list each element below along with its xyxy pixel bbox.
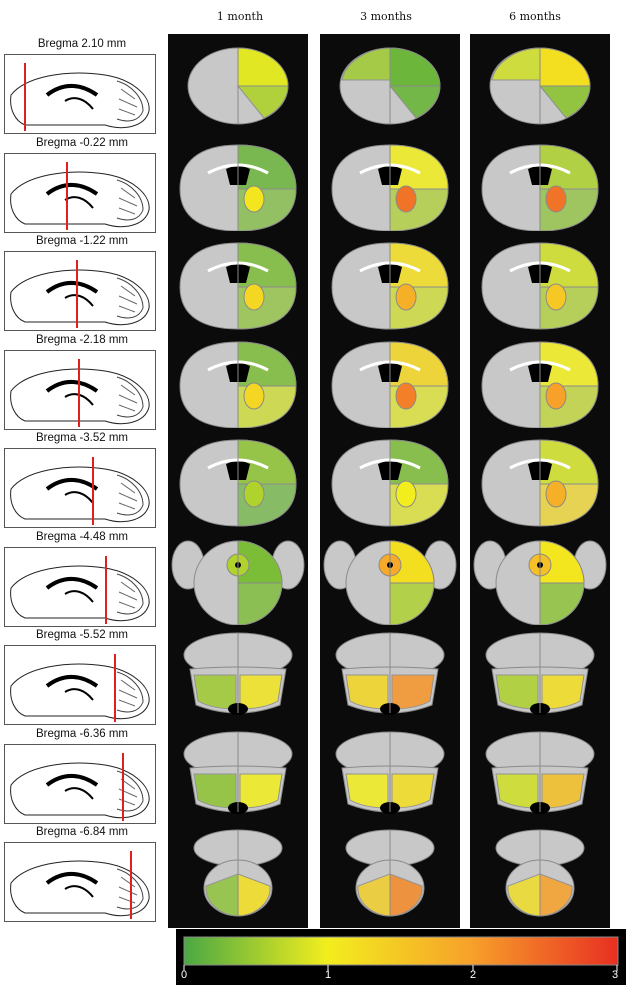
coronal-brain-heatmap [183,632,293,715]
sagittal-section-diagram [4,251,156,331]
coronal-section-panel [168,625,308,731]
sagittal-section-diagram [4,54,156,134]
column-header-1month: 1 month [216,10,264,23]
colorbar: 0 1 2 3 [176,929,626,985]
row-label: Bregma -2.18 mm [35,333,129,346]
coronal-section-panel [168,822,308,928]
coronal-brain-heatmap [179,340,297,429]
sagittal-section-diagram [4,152,156,233]
coronal-section-panel [470,625,610,731]
coronal-brain-heatmap [335,731,445,814]
coronal-section-panel [320,526,460,633]
row-label: Bregma -6.84 mm [35,826,129,838]
sagittal-section-diagram [4,743,156,824]
coronal-brain-heatmap [489,47,591,125]
colorbar-tick-1: 1 [325,969,332,981]
coronal-section-panel [470,822,610,928]
coronal-brain-heatmap [485,632,595,715]
row-label: Bregma -6.36 mm [35,727,129,740]
colorbar-tick-0: 0 [181,969,188,981]
sagittal-brain-outline [10,555,150,624]
coronal-brain-heatmap [187,47,289,125]
coronal-brain-heatmap [179,143,297,232]
coronal-brain-heatmap [331,439,449,527]
coronal-section-panel [320,723,460,830]
coronal-brain-heatmap [183,731,293,814]
coronal-brain-heatmap [473,539,607,626]
colorbar-gradient [183,936,619,971]
row-label: Bregma -3.52 mm [35,432,129,444]
coronal-section-panel [320,428,460,534]
coronal-section-panel [168,723,308,830]
coronal-brain-heatmap [179,439,297,527]
coronal-section-panel [320,231,460,337]
sagittal-brain-outline [10,358,150,427]
coronal-brain-heatmap [481,242,599,330]
coronal-section-panel [168,329,308,436]
sagittal-section-diagram [4,645,156,725]
coronal-section-panel [470,231,610,337]
sagittal-brain-outline [10,457,150,525]
sagittal-brain-outline [10,752,150,821]
coronal-section-panel [470,132,610,239]
sagittal-brain-outline [10,260,150,328]
row-label: Bregma -0.22 mm [35,136,129,149]
coronal-section-panel [320,132,460,239]
colorbar-tick-2: 2 [470,969,477,981]
coronal-brain-heatmap [481,340,599,429]
coronal-section-panel [470,34,610,140]
colorbar-tick-3: 3 [612,969,619,981]
row-label: Bregma -4.48 mm [35,530,129,543]
row-label: Bregma -1.22 mm [35,235,129,247]
coronal-section-panel [470,428,610,534]
coronal-section-panel [470,526,610,633]
sagittal-section-diagram [4,448,156,528]
coronal-section-panel [168,231,308,337]
column-header-6months: 6 months [509,10,561,23]
column-header-3months: 3 months [360,10,412,23]
coronal-brain-heatmap [495,829,585,917]
sagittal-brain-outline [10,654,150,722]
coronal-brain-heatmap [485,731,595,814]
coronal-brain-heatmap [339,47,441,125]
coronal-brain-heatmap [323,539,457,626]
sagittal-section-diagram [4,842,156,922]
coronal-section-panel [168,428,308,534]
row-label: Bregma -5.52 mm [35,629,129,641]
coronal-brain-heatmap [331,340,449,429]
coronal-brain-heatmap [171,539,305,626]
coronal-section-panel [168,132,308,239]
row-label: Bregma 2.10 mm [37,38,127,50]
coronal-section-panel [470,329,610,436]
coronal-section-panel [320,329,460,436]
sagittal-brain-outline [10,851,150,919]
coronal-section-panel [168,34,308,140]
coronal-brain-heatmap [335,632,445,715]
coronal-brain-heatmap [331,143,449,232]
coronal-section-panel [320,822,460,928]
coronal-brain-heatmap [481,143,599,232]
sagittal-section-diagram [4,546,156,627]
coronal-section-panel [320,34,460,140]
coronal-brain-heatmap [331,242,449,330]
coronal-brain-heatmap [193,829,283,917]
sagittal-section-diagram [4,349,156,430]
coronal-section-panel [320,625,460,731]
coronal-brain-heatmap [345,829,435,917]
coronal-section-panel [168,526,308,633]
coronal-brain-heatmap [179,242,297,330]
coronal-brain-heatmap [481,439,599,527]
coronal-section-panel [470,723,610,830]
sagittal-brain-outline [10,63,150,131]
sagittal-brain-outline [10,161,150,230]
